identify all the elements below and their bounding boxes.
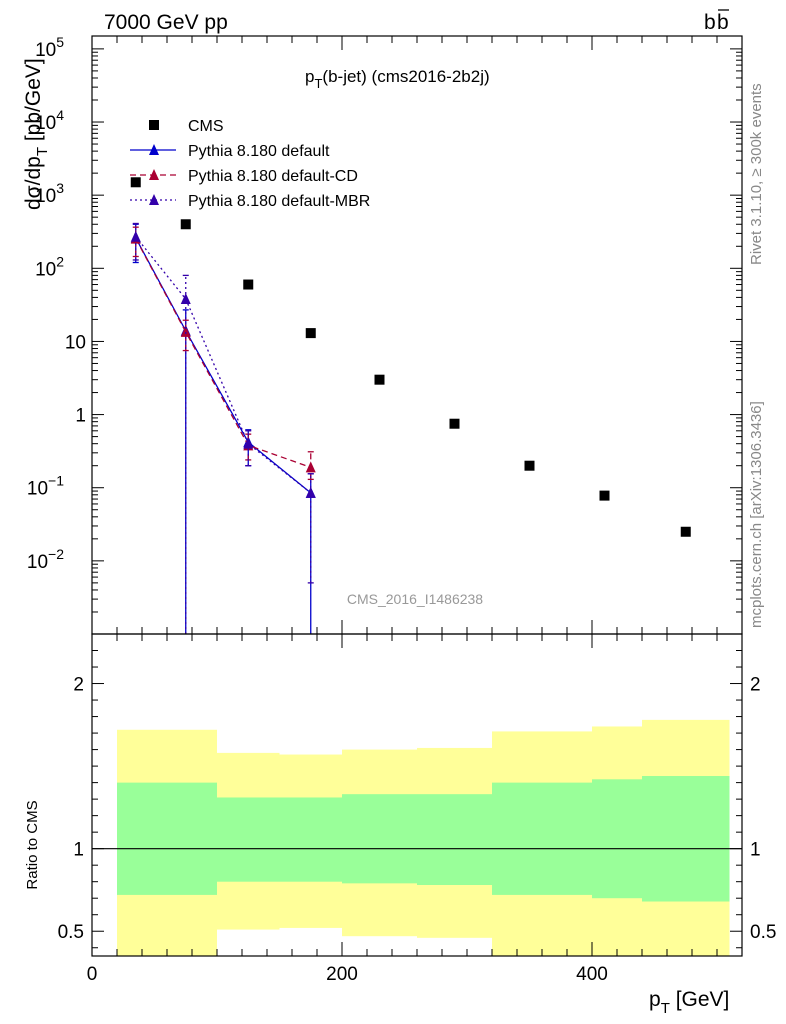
marker-3-1	[180, 293, 191, 305]
cms-point-5	[449, 418, 460, 429]
legend-marker-cms	[149, 120, 159, 130]
cms-point-4	[374, 374, 385, 385]
y-axis-label-part1: dσ/dp	[22, 156, 45, 210]
cms-point-7	[599, 490, 610, 501]
y-tick-label-1: 104	[35, 107, 64, 134]
y-tick-label-base: 10	[35, 186, 56, 207]
marker-3-2	[243, 437, 254, 449]
legend-marker-3	[149, 194, 159, 205]
y-tick-label-3: 102	[35, 253, 64, 280]
ratio-band-inner-0	[117, 782, 217, 895]
series-1	[130, 223, 316, 634]
ratio-y-tick-label-right-0: 0.5	[750, 922, 776, 943]
ratio-band-inner-2	[279, 797, 342, 882]
y-tick-label-base: 10	[35, 40, 56, 61]
series-line-3	[135, 236, 312, 494]
y-tick-label-exp: 2	[56, 253, 64, 269]
header-right-b1: b	[704, 11, 716, 34]
x-axis-label-sub: T	[661, 1000, 670, 1017]
series-0	[130, 177, 691, 537]
main-series	[130, 177, 691, 634]
legend-label-0: CMS	[188, 118, 224, 135]
ratio-band-inner-6	[592, 779, 642, 899]
legend-marker-2	[149, 169, 159, 180]
ratio-bands	[117, 719, 730, 956]
ratio-band-inner-1	[217, 797, 280, 882]
cms-point-6	[524, 460, 535, 471]
main-title: pT(b-jet) (cms2016-2b2j)	[305, 67, 490, 91]
x-axis-label-rest: [GeV]	[670, 988, 730, 1011]
series-3	[130, 222, 316, 634]
marker-3-3	[305, 486, 316, 498]
marker-2-3	[305, 461, 316, 473]
ratio-y-tick-label-right-1: 1	[750, 840, 761, 861]
y-tick-label-base: 10	[27, 552, 48, 573]
series-line-2	[135, 238, 311, 468]
ratio-y-tick-label-left-2: 2	[73, 675, 84, 696]
x-tick-label-0: 0	[87, 964, 98, 985]
header-right-b2: b	[717, 11, 729, 34]
y-tick-label-exp: −1	[48, 473, 64, 489]
y-tick-label-exp: 4	[56, 107, 64, 123]
legend-marker-1	[149, 144, 159, 155]
y-tick-label-base: 10	[35, 259, 56, 280]
cms-point-3	[305, 328, 316, 339]
y-tick-label-base: 10	[27, 479, 48, 500]
watermark-label: CMS_2016_I1486238	[347, 591, 483, 607]
y-tick-label-base: 10	[35, 113, 56, 134]
y-axis-label-ratio: Ratio to CMS	[24, 800, 41, 889]
main-title-sub: T	[314, 76, 322, 91]
legend-label-2: Pythia 8.180 default-CD	[188, 168, 358, 185]
marker-3-0	[130, 230, 141, 242]
cms-point-0	[130, 177, 141, 188]
y-axis-label-part2: [pb/GeV]	[22, 58, 45, 147]
y-tick-label-exp: 5	[56, 34, 64, 50]
main-title-base: p	[305, 67, 314, 86]
legend-label-3: Pythia 8.180 default-MBR	[188, 193, 370, 210]
main-title-rest: (b-jet) (cms2016-2b2j)	[322, 67, 489, 86]
ratio-y-tick-label-left-0: 0.5	[58, 922, 84, 943]
y-tick-label-exp: −2	[48, 546, 64, 562]
y-axis-label-sub: T	[34, 147, 51, 156]
x-axis-label: pT [GeV]	[649, 988, 729, 1017]
y-tick-label-2: 103	[35, 180, 64, 207]
cms-point-8	[680, 526, 691, 537]
cms-point-1	[180, 219, 191, 230]
y-tick-label-base: 1	[75, 406, 86, 427]
y-axis-label-main: dσ/dpT [pb/GeV]	[22, 58, 51, 210]
y-tick-label-5: 1	[75, 406, 86, 427]
rivet-label: Rivet 3.1.10, ≥ 300k events	[748, 83, 765, 265]
cms-point-2	[243, 279, 254, 290]
mcplots-label: mcplots.cern.ch [arXiv:1306.3436]	[748, 401, 765, 628]
ratio-band-inner-5	[492, 782, 592, 895]
y-tick-label-6: 10−1	[27, 473, 64, 500]
ratio-band-inner-4	[417, 794, 492, 885]
x-tick-label-1: 200	[326, 964, 358, 985]
y-tick-label-4: 10	[65, 332, 86, 353]
series-line-1	[135, 237, 312, 494]
y-tick-label-exp: 3	[56, 180, 64, 196]
marker-2-1	[180, 325, 191, 337]
y-tick-label-base: 10	[65, 332, 86, 353]
y-tick-label-7: 10−2	[27, 546, 64, 573]
ratio-band-inner-3	[342, 794, 417, 884]
ratio-y-tick-label-right-2: 2	[750, 675, 761, 696]
ratio-band-inner-7	[642, 776, 730, 902]
x-axis-label-base: p	[649, 988, 661, 1011]
legend: CMS Pythia 8.180 default Pythia 8.180 defa…	[130, 118, 370, 210]
legend-label-1: Pythia 8.180 default	[188, 143, 330, 160]
x-tick-label-2: 400	[576, 964, 608, 985]
y-tick-label-0: 105	[35, 34, 64, 61]
header-left: 7000 GeV pp	[104, 11, 228, 34]
header-right: b b	[704, 9, 729, 34]
ratio-y-tick-label-left-1: 1	[73, 840, 84, 861]
